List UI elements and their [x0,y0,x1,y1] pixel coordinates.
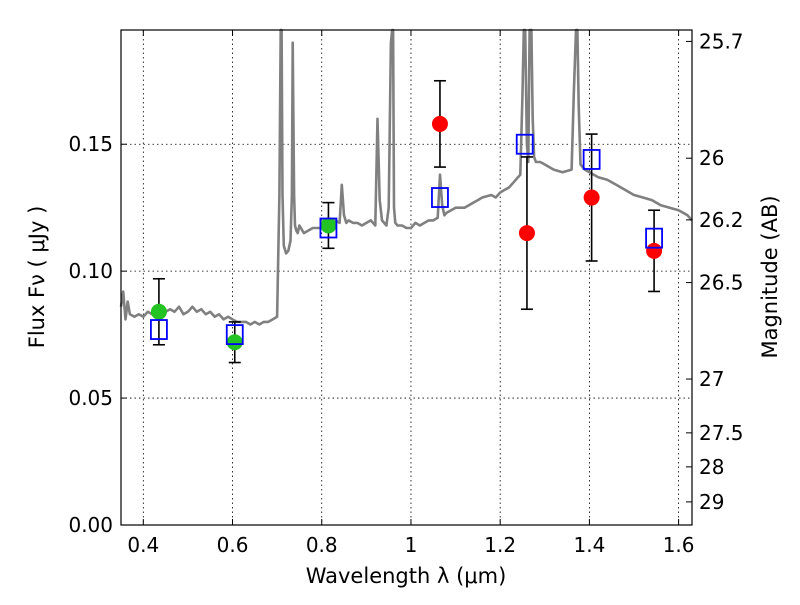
y2-axis-title: Magnitude (AB) [758,195,782,358]
mag-tick-label: 29 [699,490,724,514]
y-tick-label: 0.00 [68,513,113,537]
x-tick-label: 0.4 [127,533,159,557]
data-point [646,242,663,259]
mag-tick-label: 27 [699,367,724,391]
axis-ticks: 0.4 0.6 0.8 1 1.2 1.4 1.6 0.00 0.05 0.10 0.15 25.7 2… [68,29,743,557]
data-point [226,334,243,351]
x-tick-label: 1.2 [484,533,516,557]
data-point [583,189,600,206]
mag-tick-label: 26 [699,146,724,170]
grid-lines [121,30,692,526]
model-point [645,227,663,249]
model-point [150,319,168,340]
y-tick-label: 0.05 [68,386,113,410]
y-axis-title: Flux Fν ( μJy ) [25,206,49,349]
x-tick-label: 0.8 [306,533,338,557]
x-tick-label: 1.4 [573,533,605,557]
data-point [150,303,167,320]
data-point [320,217,337,234]
x-tick-label: 0.6 [217,533,249,557]
mag-tick-label: 27.5 [699,421,744,445]
mag-tick-label: 28 [699,455,724,479]
mag-tick-label: 26.2 [699,208,744,232]
model-point [319,217,338,239]
plot-frame [120,29,693,526]
mag-tick-label: 25.7 [699,29,744,53]
y-tick-label: 0.10 [68,259,113,283]
model-point [225,324,244,346]
model-point [431,187,449,208]
x-tick-label: 1.6 [663,533,695,557]
model-point [582,149,601,170]
model-point [515,133,534,155]
x-axis-title: Wavelength λ (μm) [306,564,507,588]
y-tick-label: 0.15 [68,132,113,156]
spectrum-layer [119,28,693,326]
photometry-layer [150,79,663,364]
data-point [431,115,448,132]
spectrum-line [119,28,693,326]
mag-tick-label: 26.5 [699,271,744,295]
data-point [518,225,535,242]
x-tick-label: 1 [405,533,418,557]
